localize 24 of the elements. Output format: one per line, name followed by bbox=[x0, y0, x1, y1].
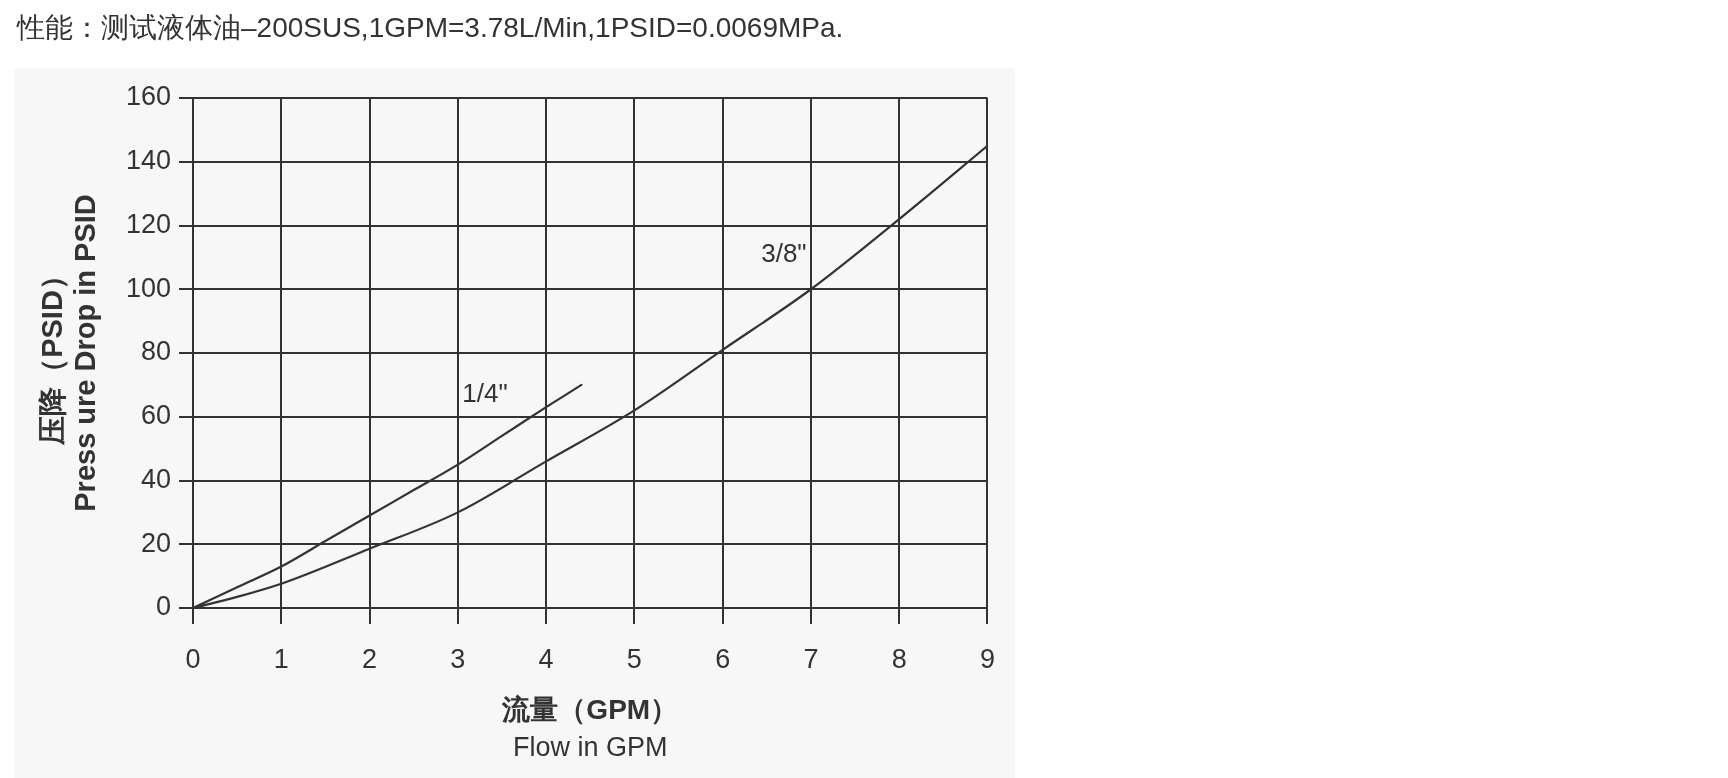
x-tick-label: 4 bbox=[538, 643, 554, 674]
y-tick-label: 140 bbox=[125, 145, 171, 176]
y-tick-label: 40 bbox=[140, 463, 171, 494]
y-tick-label: 20 bbox=[140, 527, 171, 558]
y-tick-label: 120 bbox=[125, 208, 171, 239]
x-tick-label: 6 bbox=[715, 643, 731, 674]
y-tick-label: 60 bbox=[140, 400, 171, 431]
x-tick-label: 9 bbox=[979, 643, 996, 674]
y-tick-label: 100 bbox=[125, 272, 171, 303]
x-tick-label: 0 bbox=[185, 643, 201, 674]
x-tick-label: 3 bbox=[450, 643, 466, 674]
y-tick-label: 160 bbox=[125, 81, 171, 112]
series-label: 3/8" bbox=[761, 238, 807, 269]
x-tick-label: 1 bbox=[273, 643, 289, 674]
x-tick-label: 8 bbox=[891, 643, 907, 674]
y-tick-label: 80 bbox=[140, 336, 171, 367]
x-tick-label: 5 bbox=[626, 643, 642, 674]
chart-title: 性能：测试液体油–200SUS,1GPM=3.78L/Min,1PSID=0.0069MPa. bbox=[17, 11, 844, 45]
x-axis-title: 流量（GPM） Flow in GPM bbox=[501, 693, 679, 763]
x-tick-label: 2 bbox=[362, 643, 378, 674]
y-tick-label: 0 bbox=[155, 591, 171, 622]
x-tick-label: 7 bbox=[803, 643, 819, 674]
series-label: 1/4" bbox=[462, 378, 508, 409]
y-axis-title: 压降（PSID） Press ure Drop in PSID bbox=[36, 194, 101, 512]
